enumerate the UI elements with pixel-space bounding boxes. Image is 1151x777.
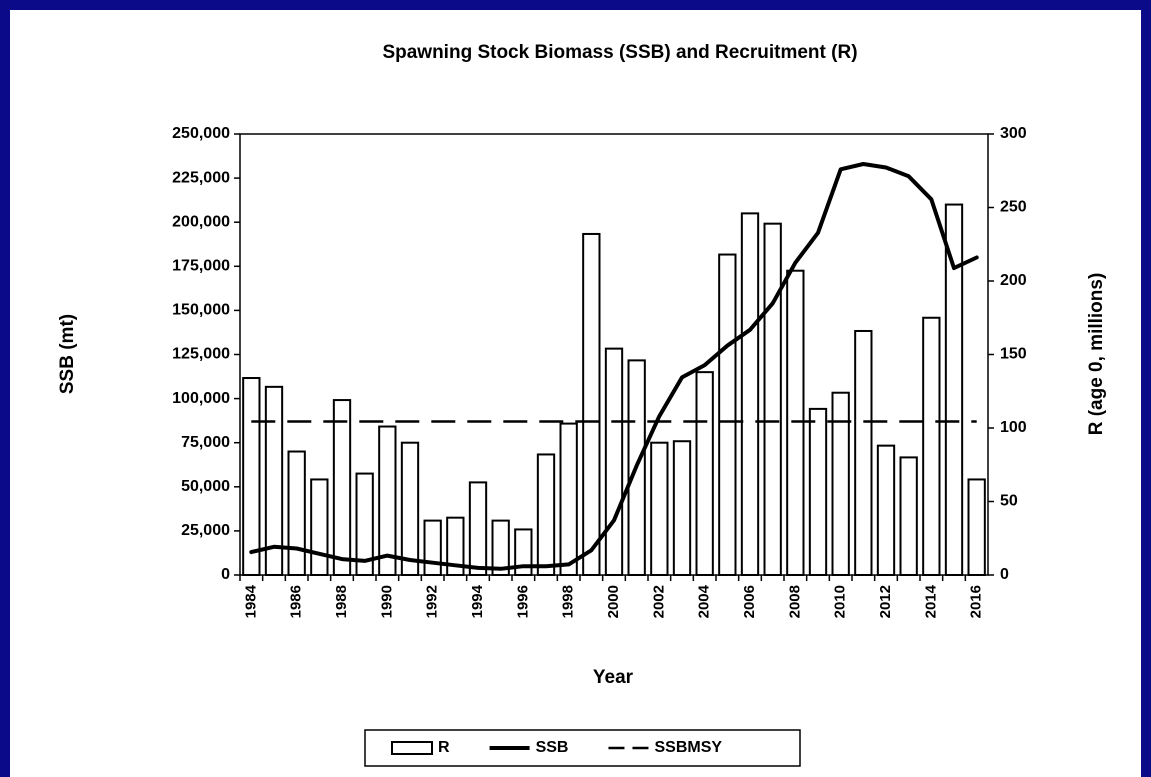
y-axis-label: SSB (mt) [57, 314, 78, 394]
bar [831, 391, 850, 576]
legend-swatch [391, 741, 433, 755]
bar [740, 212, 760, 576]
y2-tick-label: 250 [1000, 199, 1027, 216]
y2-tick-label: 0 [1000, 566, 1009, 583]
bar [446, 516, 465, 576]
x-axis-label: Year [593, 667, 634, 688]
x-tick-label: 2010 [832, 585, 849, 618]
bar [378, 425, 397, 576]
bar [559, 422, 578, 576]
y-tick-label: 25,000 [181, 522, 230, 539]
bar [536, 453, 556, 576]
bar [808, 407, 828, 577]
x-tick-label: 2008 [786, 585, 803, 618]
x-tick-label: 1984 [242, 584, 259, 618]
y2-tick-label: 300 [1000, 125, 1027, 142]
x-tick-label: 1988 [333, 585, 350, 618]
line [249, 162, 979, 571]
bar [944, 203, 964, 576]
y-tick-label: 175,000 [172, 258, 230, 275]
bar [854, 329, 873, 577]
bar [514, 528, 533, 576]
x-tick-label: 1992 [424, 585, 441, 618]
bar [355, 472, 374, 577]
bar [695, 371, 714, 577]
x-tick-label: 1996 [514, 585, 531, 618]
y-tick-label: 225,000 [172, 169, 230, 186]
bar [672, 440, 692, 577]
y2-axis-label: R (age 0, millions) [1086, 273, 1107, 436]
x-tick-label: 1990 [378, 585, 395, 618]
bar [604, 347, 624, 576]
x-tick-label: 1998 [560, 585, 577, 618]
bar [582, 232, 601, 577]
y-tick-label: 150,000 [172, 302, 230, 319]
y2-tick-label: 150 [1000, 346, 1027, 363]
legend-box [364, 729, 801, 767]
y2-tick-label: 200 [1000, 272, 1027, 289]
chart-title: Spawning Stock Biomass (SSB) and Recruit… [382, 42, 857, 63]
x-tick-label: 2004 [696, 584, 713, 618]
x-tick-label: 1994 [469, 584, 486, 618]
y2-tick-label: 100 [1000, 419, 1027, 436]
bar [786, 269, 805, 576]
bar [332, 399, 352, 576]
bar [264, 385, 284, 576]
bar [423, 519, 442, 576]
x-tick-label: 2006 [741, 585, 758, 618]
bar [650, 441, 669, 577]
x-tick-label: 1986 [288, 585, 305, 618]
y2-tick-label: 50 [1000, 493, 1018, 510]
bar [310, 478, 329, 577]
y-tick-label: 0 [221, 566, 230, 583]
y-tick-label: 50,000 [181, 478, 230, 495]
legend-label: R [438, 739, 450, 756]
x-tick-label: 2014 [922, 584, 939, 618]
bar [967, 478, 986, 577]
y-tick-label: 100,000 [172, 390, 230, 407]
y-tick-label: 75,000 [181, 434, 230, 451]
bar [718, 253, 737, 576]
bar [899, 456, 918, 576]
y-tick-label: 200,000 [172, 213, 230, 230]
bar [242, 377, 261, 576]
legend-label: SSB [536, 739, 569, 756]
x-tick-label: 2002 [650, 585, 667, 618]
x-tick-label: 2016 [968, 585, 985, 618]
x-tick-label: 2012 [877, 585, 894, 618]
bar [763, 222, 782, 576]
y-tick-label: 250,000 [172, 125, 230, 142]
x-tick-label: 2000 [605, 585, 622, 618]
bar [287, 450, 306, 576]
bar [400, 441, 420, 577]
y-tick-label: 125,000 [172, 346, 230, 363]
legend-label: SSBMSY [654, 739, 722, 756]
bar [468, 481, 488, 577]
bar [876, 444, 896, 577]
bar [491, 519, 510, 576]
bar [922, 316, 941, 576]
